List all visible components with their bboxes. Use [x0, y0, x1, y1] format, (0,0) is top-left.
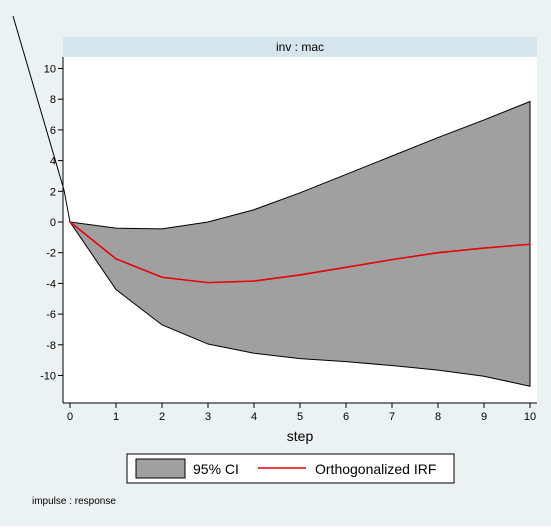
irf-point: [115, 258, 117, 260]
y-tick-label: 10: [44, 64, 56, 76]
y-tick-label: 6: [50, 125, 56, 137]
irf-point: [483, 247, 485, 249]
y-tick-label: 2: [50, 186, 56, 198]
irf-point: [253, 280, 255, 282]
y-tick-label: -8: [46, 340, 56, 352]
x-tick-label: 0: [67, 411, 73, 423]
y-tick-label: -2: [46, 248, 56, 260]
series-layer: [68, 100, 531, 387]
x-tick-label: 2: [159, 411, 165, 423]
irf-point: [161, 276, 163, 279]
irf-point: [345, 266, 347, 269]
irf-line-leading-segment-inner: [63, 189, 71, 223]
irf-point: [529, 243, 531, 246]
x-tick-label: 6: [343, 411, 349, 423]
x-tick-label: 8: [435, 411, 441, 423]
irf-point: [299, 274, 301, 276]
y-tick-label: 4: [50, 156, 56, 168]
x-tick-label: 7: [389, 411, 395, 423]
x-axis-ticks: 0 1 2 3 4 5 6 7 8 9 10: [67, 403, 536, 423]
y-tick-label: 0: [50, 217, 56, 229]
legend-irf-label: Orthogonalized IRF: [315, 461, 436, 477]
x-tick-label: 3: [205, 411, 211, 423]
x-tick-label: 1: [113, 411, 119, 423]
irf-point: [391, 258, 393, 261]
panel-title: inv : mac: [276, 40, 324, 54]
y-tick-label: 8: [50, 94, 56, 106]
x-tick-label: 5: [297, 411, 303, 423]
legend-ci-label: 95% CI: [193, 461, 239, 477]
y-axis-ticks: -10 -8 -6 -4 -2 0 2 4 6 8 10: [40, 64, 63, 383]
legend-ci-swatch: [135, 458, 186, 479]
y-tick-label: -6: [46, 309, 56, 321]
impulse-response-note: impulse : response: [32, 496, 116, 507]
y-tick-label: -4: [46, 278, 56, 290]
x-tick-label: 10: [524, 411, 536, 423]
legend: 95% CI Orthogonalized IRF: [126, 453, 455, 484]
x-tick-label: 9: [481, 411, 487, 423]
x-axis-label: step: [287, 428, 314, 444]
panel-title-strip: [63, 37, 537, 57]
irf-point: [207, 281, 209, 284]
y-tick-label: -10: [40, 371, 56, 383]
irf-line-leading-segment: [12, 15, 65, 191]
irf-point: [437, 251, 439, 254]
x-tick-label: 4: [251, 411, 257, 423]
